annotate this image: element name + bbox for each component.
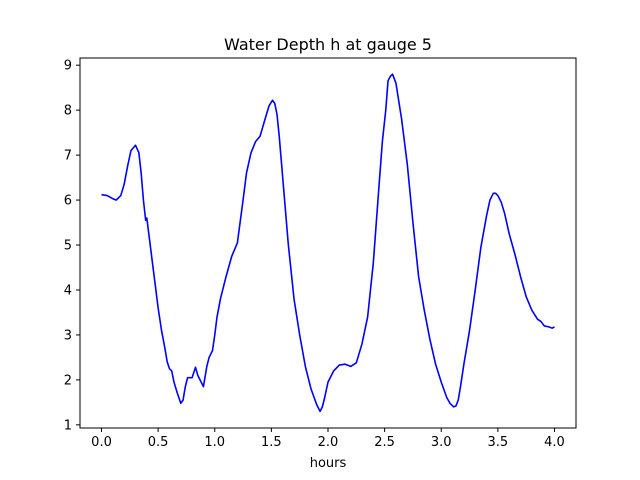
x-tick-label: 3.5 bbox=[488, 435, 509, 450]
axis-ticks: 0.0 0.5 1.0 1.5 2.0 2.5 3.0 3.5 4.0 1 2 3 4 5 6 7 8 9 bbox=[64, 59, 565, 450]
x-tick-label: 0.0 bbox=[91, 435, 112, 450]
y-tick-label: 9 bbox=[64, 59, 72, 74]
plot-frame bbox=[79, 57, 577, 429]
y-tick-label: 6 bbox=[64, 194, 72, 209]
x-tick-label: 1.5 bbox=[261, 435, 282, 450]
y-tick-label: 4 bbox=[64, 283, 72, 298]
y-tick-label: 2 bbox=[64, 373, 72, 388]
y-tick-label: 1 bbox=[64, 418, 72, 433]
x-tick-label: 2.5 bbox=[374, 435, 395, 450]
y-tick-label: 3 bbox=[64, 328, 72, 343]
x-tick-label: 4.0 bbox=[544, 435, 565, 450]
chart-title: Water Depth h at gauge 5 bbox=[224, 35, 432, 54]
x-tick-label: 2.0 bbox=[318, 435, 339, 450]
y-tick-label: 7 bbox=[64, 149, 72, 164]
x-tick-label: 1.0 bbox=[204, 435, 225, 450]
x-tick-label: 0.5 bbox=[148, 435, 169, 450]
series-line bbox=[101, 73, 555, 413]
series-layer bbox=[101, 73, 555, 413]
x-axis-label: hours bbox=[310, 456, 347, 471]
x-tick-label: 3.0 bbox=[431, 435, 452, 450]
y-tick-label: 5 bbox=[64, 239, 72, 254]
y-tick-label: 8 bbox=[64, 104, 72, 119]
